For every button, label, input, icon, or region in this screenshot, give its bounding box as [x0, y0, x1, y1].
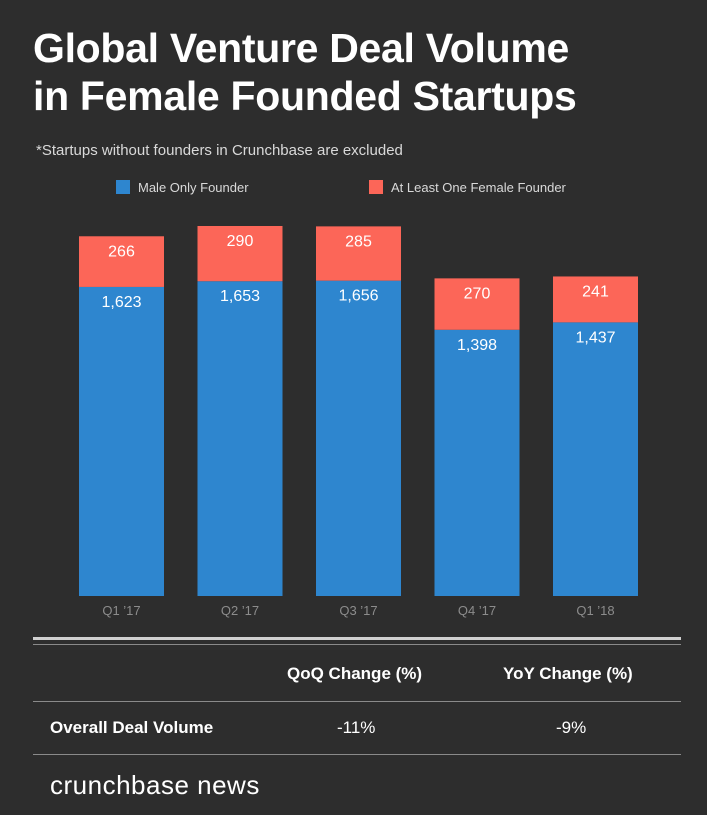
table-top-rule-thin [33, 644, 681, 645]
table-bottom-rule [33, 754, 681, 755]
chart-title: Global Venture Deal Volume in Female Fou… [33, 24, 683, 120]
legend-male: Male Only Founder [116, 178, 249, 196]
data-label-male-0: 1,623 [101, 294, 141, 311]
header-qoq: QoQ Change (%) [287, 664, 423, 683]
value-yoy: -9% [556, 718, 587, 737]
legend-swatch-male [116, 180, 130, 194]
bar-female-3 [434, 278, 520, 330]
x-tick-label-0: Q1 ’17 [102, 603, 140, 618]
data-label-female-3: 270 [464, 285, 491, 302]
data-label-male-2: 1,656 [338, 288, 378, 305]
legend-female: At Least One Female Founder [369, 178, 566, 196]
bar-female-2 [316, 226, 401, 281]
chart-subtitle: *Startups without founders in Crunchbase… [36, 142, 403, 159]
table-header-rule [33, 701, 681, 702]
x-tick-label-3: Q4 ’17 [458, 603, 496, 618]
value-qoq: -11% [337, 718, 376, 737]
stacked-bar-chart: 1,623 266 Q1 ’17 1,653 290 Q2 ’17 1,656 285 Q3 ’… [79, 226, 638, 618]
x-tick-label-1: Q2 ’17 [221, 603, 259, 618]
bar-male-0 [79, 286, 164, 596]
data-label-female-1: 290 [227, 233, 254, 250]
data-label-female-2: 285 [345, 233, 372, 250]
data-label-female-0: 266 [108, 243, 135, 260]
bar-female-4 [553, 276, 638, 323]
bar-female-0 [79, 236, 164, 287]
data-label-male-1: 1,653 [220, 288, 260, 305]
bar-female-1 [197, 226, 283, 282]
x-tick-label-4: Q1 ’18 [576, 603, 614, 618]
row-label-overall: Overall Deal Volume [50, 718, 214, 737]
table-top-rule [33, 637, 681, 640]
data-label-female-4: 241 [582, 283, 609, 300]
bar-male-3 [434, 329, 520, 596]
legend-label-female: At Least One Female Founder [391, 179, 566, 195]
bar-male-2 [316, 280, 401, 596]
data-label-male-3: 1,398 [457, 337, 497, 354]
legend-swatch-female [369, 180, 383, 194]
data-label-male-4: 1,437 [575, 329, 615, 346]
x-tick-label-2: Q3 ’17 [339, 603, 377, 618]
bar-male-1 [197, 281, 283, 596]
crunchbase-news-logo: crunchbase news [50, 770, 260, 800]
title-line-1: Global Venture Deal Volume [33, 25, 569, 71]
header-yoy: YoY Change (%) [503, 664, 633, 683]
bar-male-4 [553, 322, 638, 596]
legend-label-male: Male Only Founder [138, 179, 249, 195]
title-line-2: in Female Founded Startups [33, 73, 577, 119]
